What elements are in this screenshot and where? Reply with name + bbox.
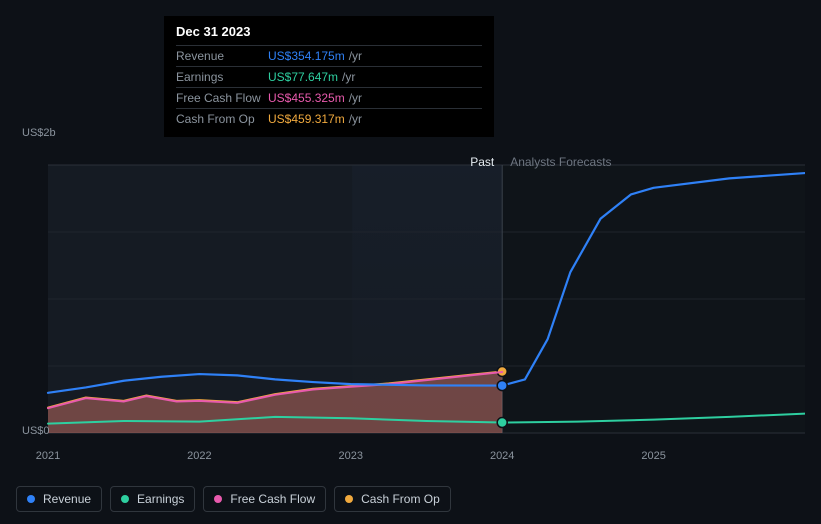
legend-label: Revenue <box>43 492 91 506</box>
tooltip-row: Free Cash FlowUS$455.325m/yr <box>176 87 482 108</box>
legend-item[interactable]: Free Cash Flow <box>203 486 326 512</box>
legend: Revenue Earnings Free Cash Flow Cash From O… <box>16 486 451 512</box>
x-tick: 2023 <box>339 450 363 462</box>
region-label-past: Past <box>470 155 494 169</box>
legend-dot-icon <box>27 495 35 503</box>
legend-label: Cash From Op <box>361 492 440 506</box>
legend-item[interactable]: Earnings <box>110 486 195 512</box>
legend-label: Free Cash Flow <box>230 492 315 506</box>
tooltip-metric-unit: /yr <box>349 91 362 105</box>
chart-tooltip: Dec 31 2023 RevenueUS$354.175m/yrEarning… <box>164 16 494 137</box>
tooltip-metric-label: Cash From Op <box>176 112 268 126</box>
x-tick: 2025 <box>641 450 665 462</box>
region-label-forecast: Analysts Forecasts <box>510 155 611 169</box>
y-tick-bottom: US$0 <box>22 425 50 437</box>
x-tick: 2022 <box>187 450 211 462</box>
legend-dot-icon <box>121 495 129 503</box>
tooltip-metric-label: Free Cash Flow <box>176 91 268 105</box>
x-tick: 2021 <box>36 450 60 462</box>
tooltip-row: Cash From OpUS$459.317m/yr <box>176 108 482 129</box>
legend-label: Earnings <box>137 492 184 506</box>
tooltip-metric-unit: /yr <box>342 70 355 84</box>
financials-chart: US$2b US$0 Past Analysts Forecasts 20212… <box>16 125 805 445</box>
tooltip-metric-value: US$459.317m <box>268 112 345 126</box>
y-tick-top: US$2b <box>22 127 56 139</box>
tooltip-metric-value: US$455.325m <box>268 91 345 105</box>
tooltip-date: Dec 31 2023 <box>176 24 482 45</box>
tooltip-metric-unit: /yr <box>349 49 362 63</box>
tooltip-metric-label: Revenue <box>176 49 268 63</box>
tooltip-row: EarningsUS$77.647m/yr <box>176 66 482 87</box>
x-tick: 2024 <box>490 450 514 462</box>
tooltip-row: RevenueUS$354.175m/yr <box>176 45 482 66</box>
legend-dot-icon <box>214 495 222 503</box>
legend-dot-icon <box>345 495 353 503</box>
legend-item[interactable]: Cash From Op <box>334 486 451 512</box>
legend-item[interactable]: Revenue <box>16 486 102 512</box>
tooltip-metric-value: US$77.647m <box>268 70 338 84</box>
chart-svg <box>16 125 805 445</box>
tooltip-metric-value: US$354.175m <box>268 49 345 63</box>
tooltip-metric-unit: /yr <box>349 112 362 126</box>
tooltip-metric-label: Earnings <box>176 70 268 84</box>
